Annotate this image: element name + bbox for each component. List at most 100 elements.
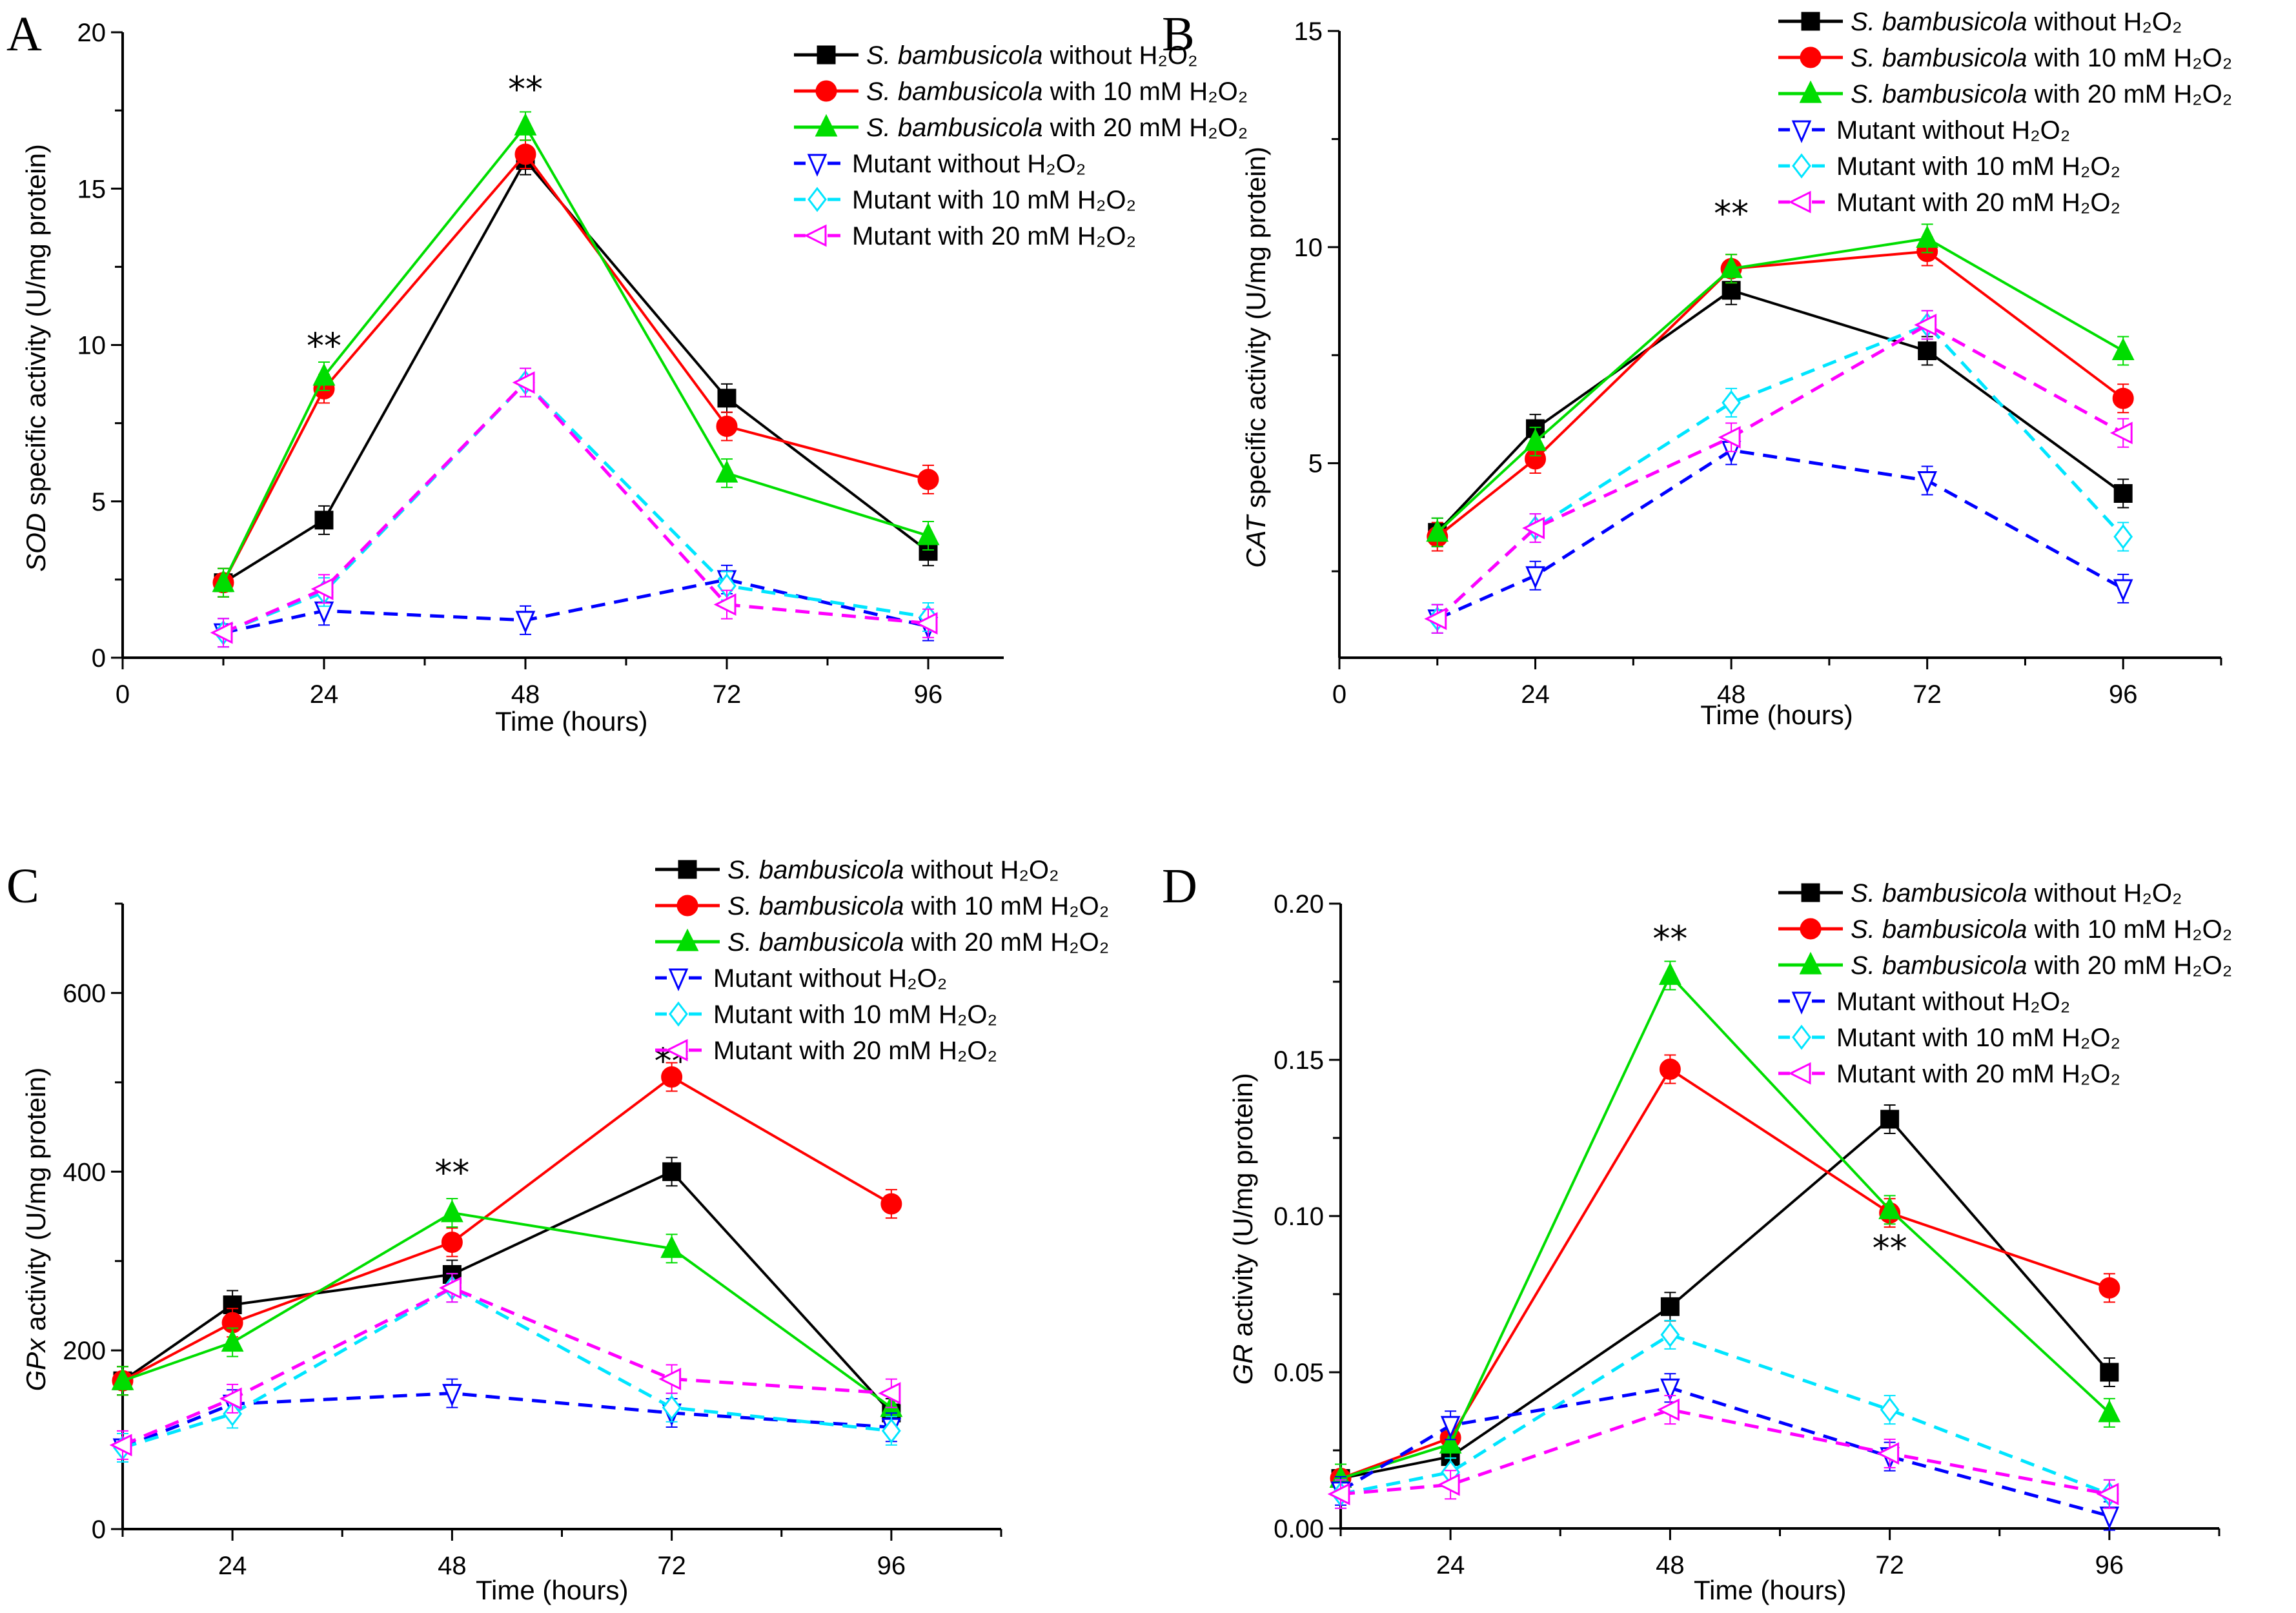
legend-label: Mutant with 10 mM H₂O₂ [1836, 1024, 2120, 1052]
legend-label-italic: S. bambusicola [1851, 951, 2027, 980]
y-axis-title: SOD specific activity (U/mg protein) [21, 144, 51, 572]
data-point [1437, 1473, 1460, 1496]
series-line [122, 1286, 892, 1450]
data-point [512, 371, 535, 394]
y-tick-label: 0.00 [1274, 1515, 1324, 1543]
x-tick-label: 48 [1717, 680, 1746, 709]
x-tick-label: 72 [657, 1552, 686, 1580]
legend-label-rest: Mutant without H₂O₂ [1836, 988, 2070, 1016]
legend-marker [807, 154, 828, 177]
data-point [1525, 566, 1545, 589]
legend-label-rest: with 20 mM H₂O₂ [2027, 951, 2232, 980]
data-point [915, 612, 938, 635]
panel-letter: C [6, 859, 39, 913]
legend-label: Mutant with 10 mM H₂O₂ [852, 186, 1136, 214]
legend-item: S. bambusicola with 20 mM H₂O₂ [794, 114, 1248, 142]
legend-label-rest: without H₂O₂ [1042, 41, 1197, 70]
legend-label: S. bambusicola with 20 mM H₂O₂ [727, 928, 1109, 957]
data-point [1424, 607, 1447, 631]
panel-b: B 0 24 48 72 96 5 10 15 Time (hours) CAT specific … [1162, 7, 2232, 730]
x-tick-label: 72 [1913, 680, 1942, 709]
significance-marker: ** [508, 69, 543, 110]
data-point [715, 460, 738, 483]
legend-marker [1791, 991, 1812, 1015]
y-tick-label: 600 [63, 979, 106, 1008]
legend-label: S. bambusicola with 20 mM H₂O₂ [1851, 80, 2232, 108]
legend-item: Mutant with 10 mM H₂O₂ [794, 186, 1136, 214]
y-tick-label: 200 [63, 1337, 106, 1365]
y-tick-label: 15 [1294, 17, 1323, 46]
y-tick-label: 0.10 [1274, 1202, 1324, 1231]
y-axis-title: CAT specific activity (U/mg protein) [1241, 147, 1271, 568]
data-point [1918, 341, 1937, 361]
legend-marker [1791, 120, 1812, 143]
data-point [2113, 524, 2133, 549]
legend-label-rest: without H₂O₂ [2027, 8, 2182, 36]
legend-item: Mutant with 10 mM H₂O₂ [1778, 1024, 2120, 1052]
legend-marker [1788, 1062, 1811, 1085]
y-tick-label: 5 [92, 488, 106, 516]
legend-label-rest: Mutant with 20 mM H₂O₂ [1836, 188, 2120, 217]
data-point [1657, 1398, 1680, 1421]
legend-item: S. bambusicola with 10 mM H₂O₂ [1778, 44, 2232, 72]
legend-marker [1801, 12, 1820, 31]
data-point [440, 1199, 463, 1222]
data-point [716, 415, 738, 437]
data-point [439, 1276, 462, 1299]
series-m20 [1327, 1395, 2119, 1509]
significance-marker: ** [434, 1152, 469, 1193]
data-point [660, 1235, 684, 1258]
data-point [2109, 421, 2133, 445]
series-line [1340, 1408, 2110, 1496]
legend-item: S. bambusicola with 10 mM H₂O₂ [794, 77, 1248, 106]
y-axis-title-rest: activity (U/mg protein) [21, 1068, 51, 1339]
series-wt20 [1426, 223, 2135, 547]
legend-label-italic: S. bambusicola [866, 114, 1042, 142]
legend-label: S. bambusicola with 10 mM H₂O₂ [727, 892, 1109, 920]
legend-label-italic: S. bambusicola [1851, 915, 2027, 944]
legend-marker [1799, 951, 1822, 975]
legend-marker [676, 928, 699, 951]
data-point [1880, 1397, 1900, 1423]
data-point [662, 1162, 682, 1181]
data-point [878, 1382, 901, 1405]
legend-label-rest: with 20 mM H₂O₂ [1042, 114, 1248, 142]
legend-label: Mutant with 10 mM H₂O₂ [713, 1000, 997, 1029]
legend-label-rest: Mutant with 10 mM H₂O₂ [1836, 1024, 2120, 1052]
legend-item: S. bambusicola with 10 mM H₂O₂ [1778, 915, 2232, 944]
series-m20 [1424, 310, 2133, 634]
legend-item: S. bambusicola with 20 mM H₂O₂ [655, 928, 1109, 957]
data-point [109, 1434, 132, 1457]
legend-item: Mutant without H₂O₂ [1778, 988, 2070, 1016]
data-point [514, 112, 537, 136]
data-point [219, 1387, 242, 1410]
x-tick-label: 48 [1656, 1551, 1685, 1579]
data-point [1878, 1196, 1902, 1219]
legend-marker [1800, 918, 1822, 940]
data-point [1876, 1442, 1900, 1465]
legend-marker [665, 1039, 688, 1062]
x-tick-label: 24 [1521, 680, 1550, 709]
legend-label: Mutant with 10 mM H₂O₂ [1836, 152, 2120, 181]
data-point [717, 389, 737, 408]
x-tick-label: 72 [713, 680, 742, 709]
legend-label: S. bambusicola without H₂O₂ [1851, 879, 2182, 908]
legend-label: Mutant without H₂O₂ [713, 964, 947, 993]
y-tick-label: 0.05 [1274, 1359, 1324, 1387]
legend-label-rest: Mutant with 20 mM H₂O₂ [713, 1037, 997, 1065]
legend-label: S. bambusicola with 10 mM H₂O₂ [1851, 915, 2232, 944]
y-tick-label: 0.15 [1274, 1046, 1324, 1075]
data-point [2098, 1399, 2121, 1423]
series-line [121, 1170, 893, 1414]
data-point [1426, 519, 1449, 542]
data-point [223, 1295, 242, 1315]
significance-marker: ** [307, 326, 341, 367]
data-point [917, 522, 940, 545]
data-point [881, 1418, 901, 1444]
legend-label: Mutant without H₂O₂ [1836, 988, 2070, 1016]
x-tick-label: 96 [914, 680, 943, 709]
data-point [1880, 1110, 1900, 1129]
legend-label-rest: Mutant without H₂O₂ [852, 150, 1086, 178]
x-tick-label: 24 [218, 1552, 247, 1580]
data-point [1658, 962, 1681, 985]
